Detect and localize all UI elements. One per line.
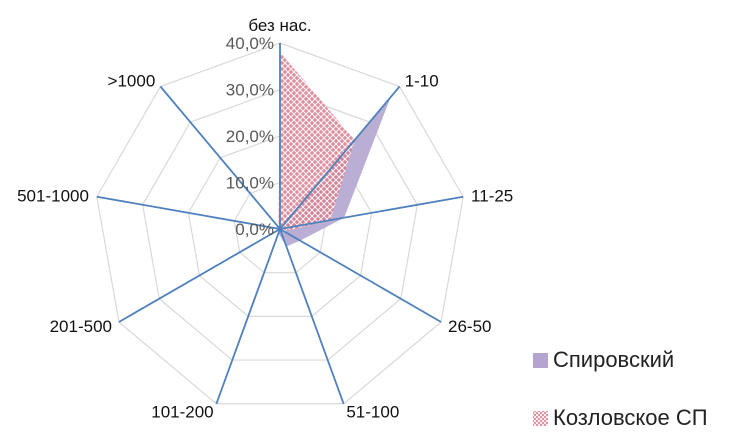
tick-label: 30,0% bbox=[226, 81, 274, 100]
radial-axis bbox=[118, 228, 281, 323]
category-label: 11-25 bbox=[471, 186, 513, 205]
legend-item-kozlovskoe: Козловское СП bbox=[533, 405, 708, 431]
category-label: 101-200 bbox=[151, 402, 213, 421]
radial-axis bbox=[279, 228, 345, 405]
category-label: 26-50 bbox=[448, 317, 491, 336]
tick-label: 0,0% bbox=[235, 220, 274, 239]
legend-item-spirovsky: Спировский bbox=[533, 347, 674, 373]
legend-label-kozlovskoe: Козловское СП bbox=[553, 405, 708, 430]
series-area-kozlovskoe bbox=[277, 52, 355, 236]
legend-swatch-spirovsky bbox=[533, 352, 548, 368]
legend-swatch-kozlovskoe bbox=[533, 410, 548, 426]
legend-label-spirovsky: Спировский bbox=[553, 347, 675, 372]
category-label: >1000 bbox=[108, 71, 156, 90]
category-label: 51-100 bbox=[346, 402, 399, 421]
grid-ring bbox=[141, 88, 419, 361]
radial-axis bbox=[215, 228, 281, 405]
radial-axis bbox=[279, 85, 401, 230]
radial-axis bbox=[279, 228, 442, 323]
category-label: без нас. bbox=[248, 16, 311, 35]
category-label: 501-1000 bbox=[17, 186, 89, 205]
radial-axis bbox=[96, 195, 281, 230]
tick-label: 40,0% bbox=[226, 34, 274, 53]
radial-axis bbox=[279, 195, 464, 230]
category-label: 201-500 bbox=[50, 317, 112, 336]
category-label: 1-10 bbox=[405, 71, 439, 90]
tick-label: 20,0% bbox=[226, 127, 274, 146]
grid-ring bbox=[96, 42, 464, 405]
radial-axis bbox=[159, 85, 281, 230]
tick-label: 10,0% bbox=[226, 174, 274, 193]
